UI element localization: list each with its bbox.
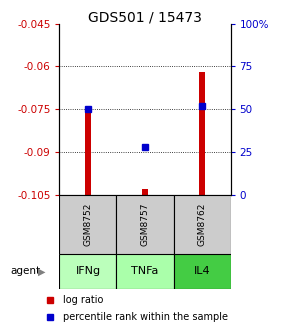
Bar <box>59 195 117 254</box>
Text: IFNg: IFNg <box>75 266 101 276</box>
Bar <box>117 195 173 254</box>
Text: GDS501 / 15473: GDS501 / 15473 <box>88 11 202 25</box>
Text: percentile rank within the sample: percentile rank within the sample <box>63 312 228 322</box>
Text: GSM8757: GSM8757 <box>140 203 150 246</box>
Bar <box>173 254 231 289</box>
Bar <box>199 72 205 195</box>
Bar <box>117 254 173 289</box>
Text: IL4: IL4 <box>194 266 210 276</box>
Bar <box>59 254 117 289</box>
Text: agent: agent <box>10 266 40 276</box>
Text: GSM8762: GSM8762 <box>197 203 206 246</box>
Bar <box>142 189 148 195</box>
Bar <box>173 195 231 254</box>
Text: GSM8752: GSM8752 <box>84 203 93 246</box>
Bar <box>85 109 91 195</box>
Text: log ratio: log ratio <box>63 295 104 304</box>
Text: TNFa: TNFa <box>131 266 159 276</box>
Text: ▶: ▶ <box>38 266 46 276</box>
